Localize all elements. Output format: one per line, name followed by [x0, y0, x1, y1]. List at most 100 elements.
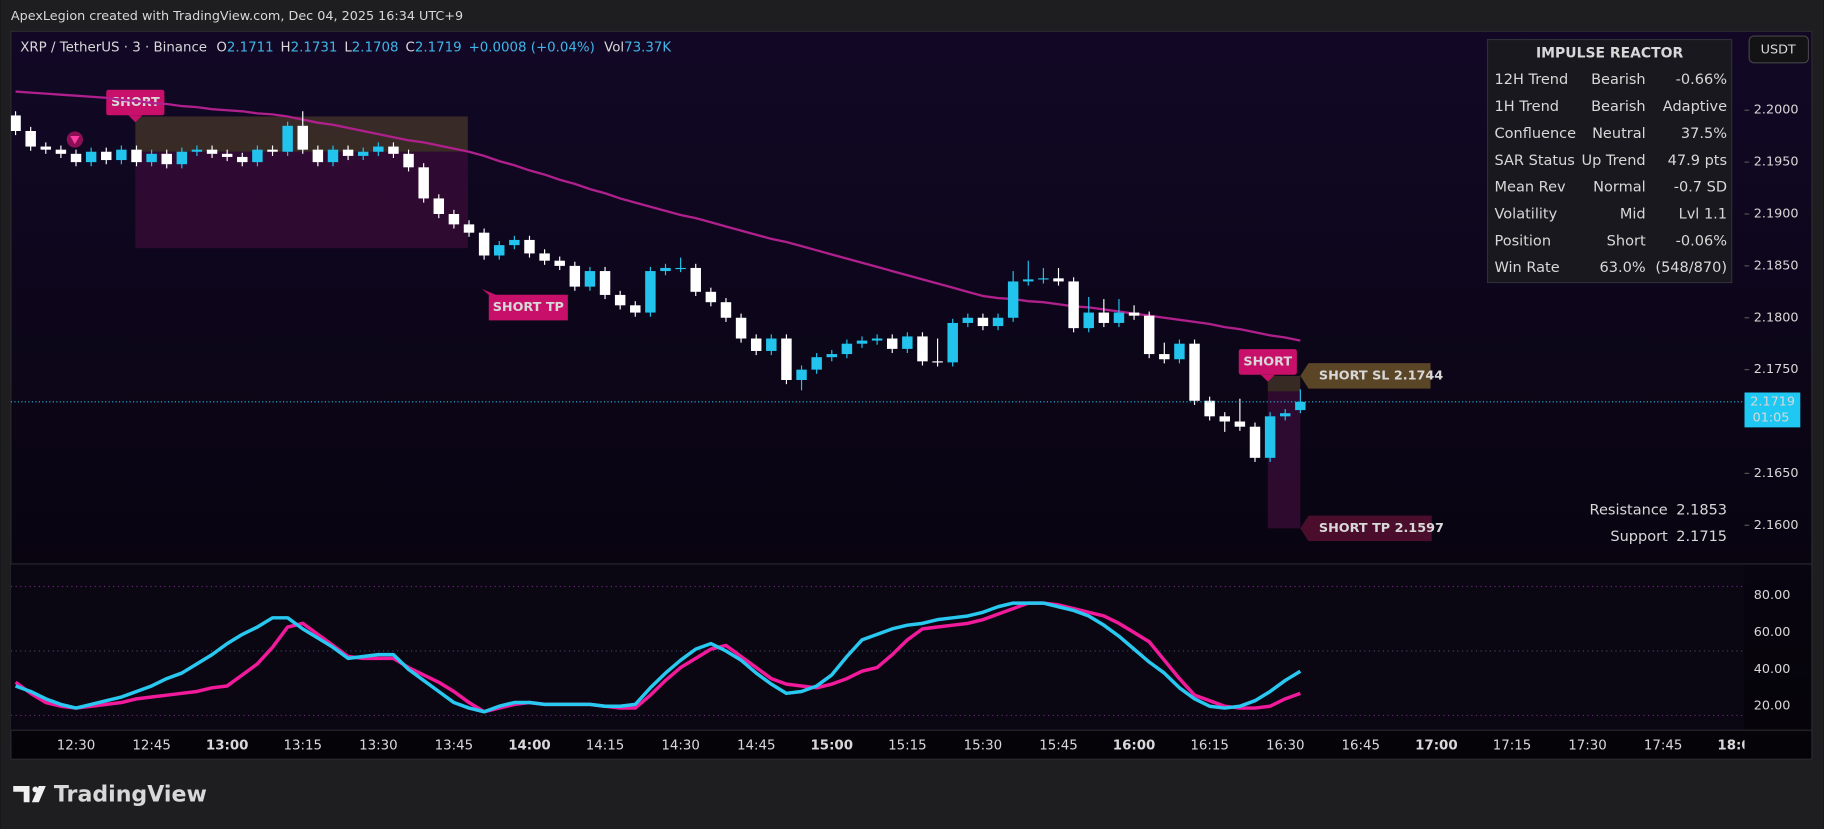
candle-body [539, 253, 550, 261]
panel-label: Win Rate [1495, 260, 1560, 276]
candle-body [660, 267, 671, 272]
level-value: 2.1715 [1676, 529, 1727, 545]
candle-body [569, 265, 581, 287]
y-tick-label: 2.1950 [1754, 155, 1799, 170]
candle-body [871, 338, 883, 341]
x-tick-label: 17:30 [1568, 738, 1607, 753]
candle-body [811, 357, 822, 370]
panel-value: -0.06% [1676, 233, 1727, 249]
candle-body [478, 232, 490, 256]
candle-body [524, 239, 535, 254]
candle-body [40, 146, 52, 150]
currency[interactable]: USDT [1761, 42, 1796, 57]
y-tick-label: 2.1750 [1754, 362, 1799, 377]
candle-body [1234, 421, 1246, 427]
panel-label: SAR Status [1495, 153, 1575, 169]
candle-body [766, 338, 777, 351]
countdown: 01:05 [1753, 411, 1790, 426]
legend-value: 2.1708 [352, 41, 399, 56]
panel-value: Lvl 1.1 [1679, 207, 1727, 223]
panel-status: Up Trend [1581, 153, 1645, 169]
last-price-label: 2.1719 [1750, 394, 1795, 409]
candle-body [826, 354, 838, 358]
panel-status: Bearish [1591, 72, 1646, 88]
plots: 12:30 12:45 13:00 13:15 13:30 13:45 14:00 14:15… [10, 89, 1745, 753]
panel-status: Bearish [1591, 99, 1646, 115]
y-tick-label: 40.00 [1754, 662, 1791, 677]
x-tick-label: 17:15 [1493, 738, 1532, 753]
signal-label-box [1238, 349, 1297, 375]
legend-value: 73.37K [624, 41, 672, 56]
panel-label: Position [1495, 233, 1552, 249]
currency-button[interactable] [1748, 35, 1810, 64]
candle-body [992, 317, 1004, 327]
candle-body [131, 149, 142, 163]
candle-body [917, 336, 928, 362]
candle-body [116, 149, 127, 161]
panel-label: Volatility [1495, 207, 1558, 223]
signal-label: SHORT [111, 95, 160, 110]
legend-value: 2.1719 [415, 41, 462, 56]
legend-key: H [281, 41, 291, 56]
level-name: Support [1610, 529, 1668, 545]
candle-body [221, 153, 233, 157]
moving-average [15, 90, 1301, 342]
panel-value: -0.7 SD [1674, 180, 1727, 196]
panel-status: Normal [1593, 180, 1646, 196]
candle-body [191, 149, 203, 152]
candle-body [645, 271, 656, 313]
candle-body [947, 322, 958, 363]
candle-body [1007, 281, 1019, 318]
legend-value: 2.1711 [227, 41, 274, 56]
candle-body [237, 156, 248, 163]
x-tick-label: 17:45 [1644, 738, 1683, 753]
candle-body [614, 294, 626, 306]
candle-body [1264, 416, 1276, 458]
candle-body [977, 317, 989, 327]
candle-body [735, 317, 747, 339]
x-tick-label: 14:15 [586, 738, 624, 753]
candle-body [796, 369, 807, 381]
legend-key: L [344, 41, 352, 56]
candle-body [902, 336, 913, 349]
x-tick-label: 14:45 [737, 738, 776, 753]
panel-status: 63.0% [1600, 260, 1646, 276]
signal-label-box [106, 89, 165, 116]
stop-zone [1267, 375, 1301, 392]
y-tick-label: 2.1900 [1754, 207, 1799, 222]
candle-body [781, 338, 792, 381]
candle-body [388, 146, 399, 154]
x-tick-label: 14:00 [508, 738, 551, 753]
candle-body [297, 125, 308, 150]
y-tick-label: 2.1850 [1754, 258, 1799, 273]
last-price-box [1744, 392, 1801, 428]
panel [1486, 38, 1733, 284]
candle-body [1113, 312, 1125, 323]
candle-body [101, 151, 112, 161]
candle-body [327, 149, 339, 163]
candle-body [887, 338, 898, 349]
candle-body [962, 317, 974, 323]
sl-label-box [1300, 363, 1431, 389]
y-tick-label: 80.00 [1754, 588, 1791, 603]
legend-change: +0.0008 (+0.04%) [469, 41, 595, 56]
candle-body [1249, 426, 1261, 458]
oscillator-line [14, 601, 1301, 714]
candle-body [10, 115, 21, 131]
panel-label: 12H Trend [1495, 72, 1569, 88]
candle-body [1174, 343, 1185, 360]
y-tick-label: 20.00 [1754, 699, 1791, 714]
sl-label: SHORT SL 2.1744 [1319, 368, 1443, 383]
level-value: 2.1853 [1676, 502, 1727, 518]
candle-body [690, 267, 701, 292]
candle-body [630, 305, 641, 313]
candle-body [494, 245, 505, 256]
x-tick-label: 12:45 [132, 738, 171, 753]
x-tick-label: 15:15 [888, 738, 927, 753]
candle-body [176, 151, 188, 165]
candle-body [1204, 400, 1215, 417]
x-tick-label: 15:45 [1039, 738, 1078, 753]
y-tick-label: 60.00 [1754, 625, 1791, 640]
x-tick-label: 17:00 [1415, 738, 1458, 753]
